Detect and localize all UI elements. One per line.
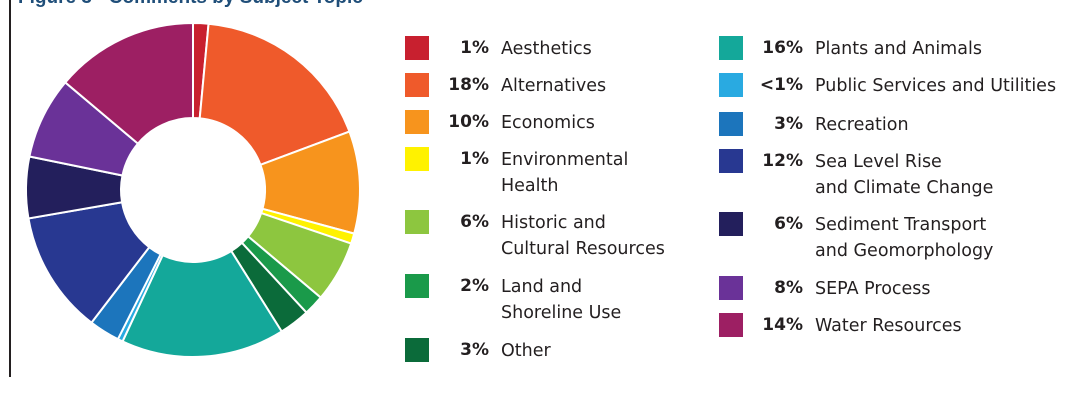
legend-percent: 2% xyxy=(460,276,489,296)
legend-item-sepa-process: 8% SEPA Process xyxy=(719,276,1049,336)
legend-percent: 6% xyxy=(774,214,803,234)
figure-title: Figure 3 · Comments by Subject Topic xyxy=(18,0,363,9)
legend-percent: 1% xyxy=(460,38,489,58)
legend-label: Plants and Animals xyxy=(815,39,982,59)
legend-percent: 3% xyxy=(460,340,489,360)
legend-item-public-services-and-utilities: <1% Public Services and Utilities xyxy=(719,73,1056,133)
legend-item-environmental-health: 1% Environmental Health xyxy=(405,147,735,207)
legend-percent: 12% xyxy=(762,151,803,171)
legend-item-sea-level-rise-and-climate-change: 12% Sea Level Rise and Climate Change xyxy=(719,149,1049,209)
legend-item-plants-and-animals: 16% Plants and Animals xyxy=(719,36,1049,96)
legend-label: Historic and Cultural Resources xyxy=(501,213,665,259)
legend-percent: <1% xyxy=(759,75,803,95)
legend-item-other: 3% Other xyxy=(405,338,735,398)
legend-swatch xyxy=(405,36,429,60)
legend-swatch xyxy=(719,313,743,337)
legend-label: Land and Shoreline Use xyxy=(501,277,622,323)
legend-swatch xyxy=(719,212,743,236)
legend-label: Aesthetics xyxy=(501,39,592,59)
legend-label: Sea Level Rise and Climate Change xyxy=(815,152,994,198)
legend-label: Water Resources xyxy=(815,316,962,336)
legend-label: Other xyxy=(501,341,551,361)
legend-percent: 8% xyxy=(774,278,803,298)
legend-swatch xyxy=(719,276,743,300)
donut-slice-water-resources xyxy=(63,21,194,146)
legend-label: Sediment Transport and Geomorphology xyxy=(815,215,994,261)
legend-swatch xyxy=(719,149,743,173)
legend-swatch xyxy=(405,147,429,171)
donut-slice-plants-and-animals xyxy=(121,249,284,358)
legend-swatch xyxy=(719,73,743,97)
legend-label: Recreation xyxy=(815,115,909,135)
legend-percent: 1% xyxy=(460,149,489,169)
legend-swatch xyxy=(405,274,429,298)
legend-swatch xyxy=(719,112,743,136)
legend-swatch xyxy=(405,110,429,134)
legend-label: Public Services and Utilities xyxy=(815,76,1057,96)
legend-label: Economics xyxy=(501,113,595,133)
legend-item-economics: 10% Economics xyxy=(405,110,735,170)
legend-item-sediment-transport-and-geomorphology: 6% Sediment Transport and Geomorphology xyxy=(719,212,1049,272)
legend-percent: 10% xyxy=(448,112,489,132)
legend-swatch xyxy=(405,338,429,362)
legend-percent: 16% xyxy=(762,38,803,58)
legend-percent: 14% xyxy=(762,315,803,335)
legend-label: Alternatives xyxy=(501,76,607,96)
legend-swatch xyxy=(719,36,743,60)
legend-swatch xyxy=(405,73,429,97)
legend-percent: 6% xyxy=(460,212,489,232)
legend-label: Environmental Health xyxy=(501,150,629,196)
legend-item-recreation: 3% Recreation xyxy=(719,112,1049,172)
legend-item-water-resources: 14% Water Resources xyxy=(719,313,1049,373)
legend-item-historic-and-cultural-resources: 6% Historic and Cultural Resources xyxy=(405,210,735,270)
legend-item-land-and-shoreline-use: 2% Land and Shoreline Use xyxy=(405,274,735,334)
legend-percent: 3% xyxy=(774,114,803,134)
figure-frame-border xyxy=(9,0,11,377)
donut-slice-alternatives xyxy=(198,22,351,167)
donut-chart xyxy=(25,21,361,358)
legend-swatch xyxy=(405,210,429,234)
legend-label: SEPA Process xyxy=(815,279,931,299)
legend-item-alternatives: 18% Alternatives xyxy=(405,73,735,133)
legend-percent: 18% xyxy=(448,75,489,95)
legend-item-aesthetics: 1% Aesthetics xyxy=(405,36,735,96)
